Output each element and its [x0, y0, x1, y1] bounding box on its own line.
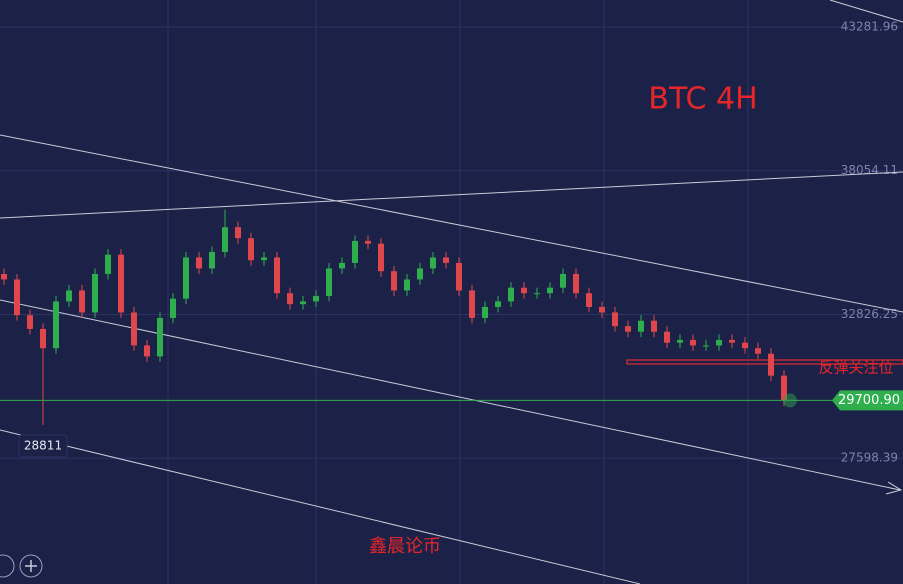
last-price-label: 29700.90 [838, 393, 900, 408]
candle-body [339, 262, 345, 269]
candle-body [547, 287, 553, 294]
candle-body [378, 243, 384, 272]
candle-body [430, 257, 436, 269]
candle-body [456, 262, 462, 291]
candle-body [352, 240, 358, 263]
candle-body [274, 257, 280, 294]
candle-body [690, 339, 696, 346]
watermark: 鑫晨论币 [369, 536, 441, 557]
candle-body [638, 320, 644, 332]
candle-body [287, 293, 293, 305]
annotation: 反弹关注位 [818, 359, 893, 377]
zoom-in-button[interactable] [19, 554, 43, 578]
candle-body [79, 290, 85, 313]
candle-body [560, 273, 566, 288]
candle-body [625, 326, 631, 332]
y-tick-label: 38054.11 [841, 163, 898, 177]
zoom-controls [0, 554, 43, 578]
candle-body [586, 293, 592, 307]
candle-body [677, 339, 683, 343]
candle-body [92, 273, 98, 313]
candle-body [105, 254, 111, 274]
candle-body [534, 293, 540, 295]
candle-body [144, 345, 150, 357]
candle-body [27, 315, 33, 329]
y-tick-label: 43281.96 [841, 19, 898, 33]
candle-body [664, 331, 670, 343]
candle-body [196, 257, 202, 269]
low-label: 28811 [24, 438, 62, 452]
candle-body [14, 279, 20, 316]
last-price-glow [783, 393, 797, 408]
candle-body [300, 301, 306, 305]
candle-body [1, 273, 7, 280]
candle-body [755, 348, 761, 354]
candle-body [248, 238, 254, 261]
trend-line [0, 429, 641, 584]
candle-body [651, 320, 657, 332]
candle-body [443, 257, 449, 263]
candle-body [404, 279, 410, 291]
candle-body [66, 290, 72, 302]
candle-body [742, 342, 748, 349]
candle-body [729, 339, 735, 343]
candle-body [768, 353, 774, 376]
candle-body [53, 301, 59, 349]
trend-line [829, 0, 903, 23]
trend-line [0, 134, 903, 313]
candle-body [599, 306, 605, 313]
candle-body [469, 290, 475, 318]
last-price-tag [832, 390, 903, 411]
chart-title: BTC 4H [648, 82, 757, 117]
low-label-box [18, 434, 68, 458]
trend-line [0, 171, 903, 219]
candle-body [209, 251, 215, 269]
grid [167, 0, 749, 584]
candle-body [170, 298, 176, 318]
candle-body [326, 268, 332, 296]
zoom-out-button[interactable] [0, 554, 15, 578]
candle-body [391, 271, 397, 291]
trend-line [0, 299, 901, 491]
candle-body [716, 339, 722, 346]
candle-body [417, 268, 423, 280]
candle-body [118, 254, 124, 313]
candle-body [521, 287, 527, 294]
candle-body [313, 295, 319, 302]
candle-body [482, 306, 488, 318]
candle-body [781, 375, 787, 401]
candle-body [40, 328, 46, 349]
candle-body [365, 240, 371, 244]
candle-body [261, 257, 267, 261]
candle-body [183, 257, 189, 299]
candle-body [612, 312, 618, 327]
candle-body [157, 317, 163, 357]
y-tick-label: 27598.39 [841, 451, 898, 465]
candle-body [495, 301, 501, 307]
candle-body [131, 312, 137, 346]
candle-body [703, 345, 709, 347]
resistance-zone [626, 359, 903, 365]
plus-icon [25, 560, 37, 572]
y-tick-label: 32826.25 [841, 307, 898, 321]
candle-body [508, 287, 514, 302]
candle-body [573, 273, 579, 294]
arrow-head [885, 481, 903, 495]
candle-body [235, 227, 241, 239]
candle-body [222, 227, 228, 252]
